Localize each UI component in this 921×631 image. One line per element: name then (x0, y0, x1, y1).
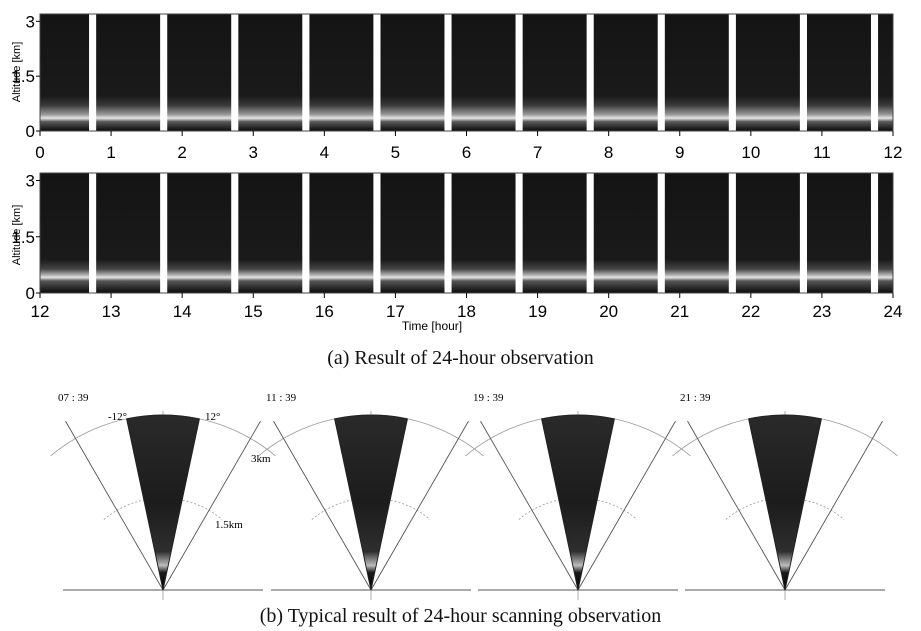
x-tick-label: 5 (391, 143, 400, 160)
angle-label-left: -12° (108, 411, 127, 423)
x-tick-label: 4 (320, 143, 329, 160)
data-gap (728, 14, 736, 131)
x-tick-label: 21 (670, 302, 689, 321)
guide-line (577, 420, 676, 591)
x-tick-label: 19 (528, 302, 547, 321)
y-tick-label: 3 (26, 12, 35, 31)
range-label-inner: 1.5km (215, 519, 243, 531)
timeseries-panel-bottom: Altitude [km] 01.53 12 13 14 15 16 17 18 19 20 21… (11, 172, 903, 334)
scan-time-label: 07 : 39 (58, 392, 89, 404)
data-gap (515, 14, 523, 131)
data-gap (444, 173, 452, 293)
x-tick-label: 12 (31, 302, 50, 321)
x-tick-label: 7 (533, 143, 542, 160)
data-gap (160, 173, 168, 293)
data-gap (302, 173, 310, 293)
scan-wedge (334, 414, 408, 591)
scan-panel: 19 : 39 (465, 392, 691, 600)
x-tick-label: 23 (812, 302, 831, 321)
x-tick-label: 10 (741, 143, 760, 160)
x-axis-label: Time [hour] (402, 319, 462, 333)
x-tick-label: 20 (599, 302, 618, 321)
angle-label-right: 12° (205, 411, 220, 423)
data-gap (657, 14, 665, 131)
guide-line (370, 420, 469, 591)
y-tick-label: 0 (26, 122, 35, 141)
scan-wedge (541, 414, 615, 591)
guide-line (480, 420, 579, 591)
caption-a: (a) Result of 24-hour observation (327, 347, 594, 369)
guide-line (65, 420, 164, 591)
x-tick-label: 1 (106, 143, 115, 160)
data-gap (657, 173, 665, 293)
x-tick-label: 17 (386, 302, 405, 321)
data-region (39, 13, 894, 132)
x-tick-label: 13 (102, 302, 121, 321)
x-ticks: 0 1 2 3 4 5 6 7 8 9 10 11 12 (35, 131, 902, 160)
data-gap (373, 14, 381, 131)
data-gap (799, 173, 807, 293)
y-axis-label: Altitude [km] (11, 42, 23, 103)
scan-time-label: 11 : 39 (266, 392, 297, 404)
x-tick-label: 12 (884, 143, 903, 160)
data-gap (89, 14, 97, 131)
scan-wedge (748, 414, 822, 591)
x-ticks: 12 13 14 15 16 17 18 19 20 21 22 23 24 (31, 293, 903, 321)
x-tick-label: 22 (741, 302, 760, 321)
x-tick-label: 0 (35, 143, 44, 160)
data-gap (444, 14, 452, 131)
data-gap (373, 173, 381, 293)
y-tick-label: 1.5 (11, 67, 35, 86)
y-tick-label: 1.5 (11, 228, 35, 247)
data-gap (515, 173, 523, 293)
data-gap (586, 173, 594, 293)
x-tick-label: 9 (675, 143, 684, 160)
data-gap (231, 14, 239, 131)
timeseries-panel-top: Altitude [km] 01.53 0 1 2 3 4 5 6 7 8 9 10 11 12 (11, 12, 902, 160)
x-tick-label: 24 (884, 302, 903, 321)
guide-line (784, 420, 883, 591)
data-gap (160, 14, 168, 131)
guide-line (687, 420, 786, 591)
y-tick-label: 0 (26, 284, 35, 303)
guide-line (273, 420, 372, 591)
scan-time-label: 21 : 39 (680, 392, 711, 404)
scan-panels: 07 : 39 -12° 12° 3km 1.5km 11 : 39 19 : 39 21 :… (50, 392, 898, 600)
data-gap (870, 14, 879, 131)
data-gap (231, 173, 239, 293)
data-gap (728, 173, 736, 293)
x-tick-label: 2 (177, 143, 186, 160)
x-tick-label: 3 (249, 143, 258, 160)
data-region (39, 172, 894, 294)
observation-image (40, 14, 893, 131)
x-tick-label: 11 (813, 143, 831, 160)
y-ticks: 01.53 (11, 172, 40, 303)
data-gap (870, 173, 879, 293)
range-label-outer: 3km (251, 453, 271, 465)
data-gap (302, 14, 310, 131)
caption-b: (b) Typical result of 24-hour scanning o… (259, 605, 662, 627)
scan-wedge (126, 414, 200, 591)
scan-panel: 07 : 39 -12° 12° 3km 1.5km (50, 392, 276, 600)
scan-time-label: 19 : 39 (473, 392, 504, 404)
x-tick-label: 6 (462, 143, 471, 160)
x-tick-label: 15 (244, 302, 263, 321)
x-tick-label: 18 (457, 302, 476, 321)
x-tick-label: 14 (173, 302, 192, 321)
x-tick-label: 16 (315, 302, 334, 321)
scan-panel: 21 : 39 (672, 392, 898, 600)
data-gap (799, 14, 807, 131)
y-axis-label: Altitude [km] (11, 205, 23, 266)
y-ticks: 01.53 (11, 12, 40, 141)
observation-image (40, 173, 893, 293)
guide-line (162, 420, 261, 591)
x-tick-label: 8 (604, 143, 613, 160)
scan-panel: 11 : 39 (258, 392, 484, 600)
data-gap (89, 173, 97, 293)
y-tick-label: 3 (26, 172, 35, 191)
data-gap (586, 14, 594, 131)
